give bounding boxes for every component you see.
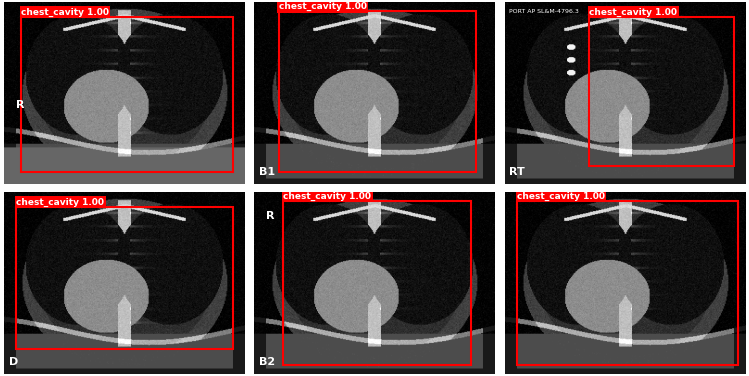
- Text: B1: B1: [259, 167, 275, 177]
- Bar: [279, 11, 476, 172]
- Text: RT: RT: [509, 167, 525, 177]
- Text: R: R: [266, 211, 275, 221]
- Text: chest_cavity 1.00: chest_cavity 1.00: [283, 192, 372, 201]
- Text: R: R: [16, 100, 24, 110]
- Bar: [16, 206, 233, 349]
- Text: chest_cavity 1.00: chest_cavity 1.00: [517, 192, 605, 201]
- Text: chest_cavity 1.00: chest_cavity 1.00: [21, 8, 109, 17]
- Bar: [589, 17, 734, 167]
- Text: B2: B2: [259, 357, 275, 367]
- Text: chest_cavity 1.00: chest_cavity 1.00: [279, 2, 367, 11]
- Bar: [283, 201, 471, 365]
- Bar: [21, 17, 233, 172]
- Text: D: D: [8, 357, 18, 367]
- Text: PORT AP SL&M-4796.3: PORT AP SL&M-4796.3: [509, 9, 579, 14]
- Text: chest_cavity 1.00: chest_cavity 1.00: [589, 8, 677, 17]
- Text: chest_cavity 1.00: chest_cavity 1.00: [16, 197, 104, 206]
